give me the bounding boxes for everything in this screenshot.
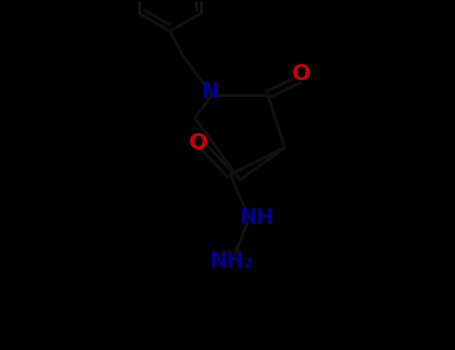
Text: O: O [189, 133, 208, 153]
Text: NH₂: NH₂ [209, 252, 253, 272]
Text: O: O [292, 64, 311, 84]
Text: NH: NH [239, 208, 274, 228]
Text: N: N [201, 82, 218, 102]
